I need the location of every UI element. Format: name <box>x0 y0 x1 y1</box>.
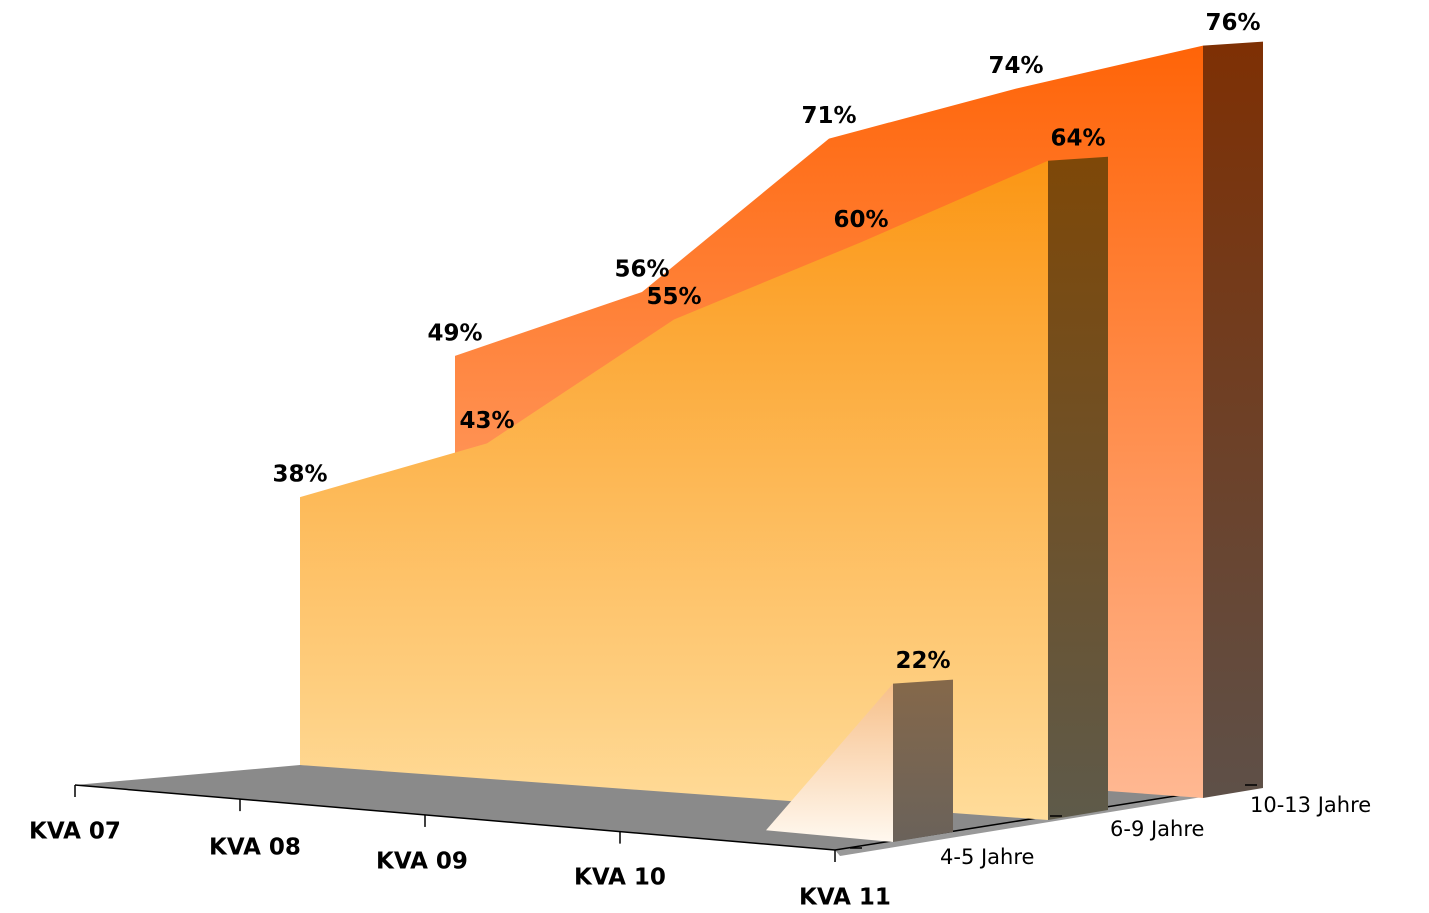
data-label: 55% <box>646 284 701 310</box>
area <box>766 683 893 842</box>
data-label: 43% <box>459 408 514 434</box>
x-tick-label: KVA 07 <box>29 819 121 845</box>
data-label: 76% <box>1205 10 1260 36</box>
plot <box>300 41 1263 842</box>
area-side <box>893 679 953 842</box>
data-label: 49% <box>427 320 482 346</box>
floor-edge <box>835 785 1245 856</box>
legend-label: 6-9 Jahre <box>1110 817 1204 841</box>
area-side <box>1048 156 1108 821</box>
legend-label: 4-5 Jahre <box>940 845 1034 869</box>
data-label: 60% <box>833 207 888 233</box>
x-tick-label: KVA 08 <box>209 835 301 861</box>
x-axis <box>74 784 836 851</box>
data-label: 56% <box>614 256 669 282</box>
legend-label: 10-13 Jahre <box>1250 793 1371 817</box>
data-label: 64% <box>1050 125 1105 151</box>
data-label: 74% <box>988 53 1043 79</box>
data-label: 71% <box>801 103 856 129</box>
area-side <box>1203 41 1263 799</box>
x-tick-label: KVA 09 <box>376 849 468 875</box>
x-tick-label: KVA 10 <box>574 865 666 891</box>
area <box>300 160 1048 821</box>
data-label: 22% <box>895 648 950 674</box>
x-tick-label: KVA 11 <box>799 885 891 911</box>
data-label: 38% <box>272 462 327 488</box>
